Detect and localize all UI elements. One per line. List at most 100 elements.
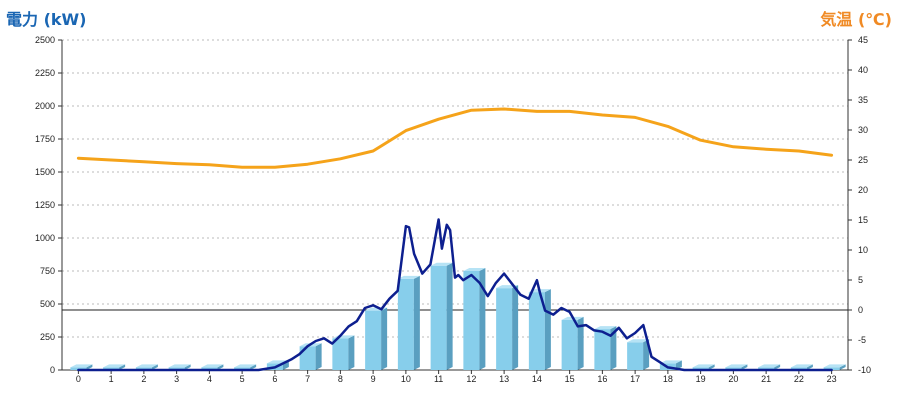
bar-top	[594, 326, 617, 330]
x-tick-label: 11	[434, 374, 443, 384]
bar-top	[725, 364, 748, 368]
y2-tick-label: -5	[858, 335, 866, 345]
y-tick-label: 2500	[35, 35, 55, 45]
y-tick-label: 2250	[35, 68, 55, 78]
bar	[496, 288, 513, 370]
bar	[430, 265, 447, 370]
x-tick-label: 9	[371, 374, 376, 384]
bar-side	[643, 339, 650, 370]
right-axis-unit-label: 気温 (℃)	[820, 10, 892, 29]
y-tick-label: 1000	[35, 233, 55, 243]
bar	[561, 319, 578, 370]
bar	[594, 329, 611, 370]
y2-tick-label: 15	[858, 215, 868, 225]
temperature-series-line	[76, 107, 834, 169]
bar-side	[610, 326, 617, 370]
x-tick-label: 22	[794, 374, 804, 384]
bar-top	[135, 364, 158, 368]
bar-side	[544, 289, 551, 370]
x-tick-label: 18	[663, 374, 673, 384]
bar-top	[627, 339, 650, 343]
bar-top	[659, 360, 682, 364]
left-axis-unit-label: 電力 (kW)	[6, 10, 87, 29]
bar-side	[250, 364, 257, 370]
x-tick-label: 1	[109, 374, 114, 384]
bar-side	[577, 316, 584, 370]
bar	[823, 367, 840, 370]
bar-side	[839, 364, 846, 370]
bar-top	[103, 364, 126, 368]
bar-side	[708, 364, 715, 370]
x-tick-label: 23	[827, 374, 837, 384]
bar	[103, 367, 120, 370]
bar-side	[774, 364, 781, 370]
bar	[70, 367, 87, 370]
bar-top	[758, 364, 781, 368]
bar	[528, 292, 545, 370]
y2-tick-label: 35	[858, 95, 868, 105]
bar	[365, 310, 382, 370]
bar	[168, 367, 185, 370]
x-tick-label: 13	[499, 374, 509, 384]
bar	[790, 367, 807, 370]
y2-tick-label: -10	[858, 365, 871, 375]
x-tick-label: 21	[761, 374, 771, 384]
x-tick-label: 8	[338, 374, 343, 384]
bar-top	[430, 262, 453, 266]
bar-side	[381, 307, 388, 370]
y-tick-label: 500	[40, 299, 55, 309]
bar	[692, 367, 709, 370]
bar-top	[463, 268, 486, 271]
x-tick-label: 10	[401, 374, 411, 384]
bar-side	[348, 335, 355, 370]
bar-side	[86, 364, 93, 370]
x-tick-label: 6	[272, 374, 277, 384]
y2-tick-label: 0	[858, 305, 863, 315]
power-series-line	[77, 218, 833, 372]
bar-top	[692, 364, 715, 368]
bar-side	[217, 364, 224, 370]
bar-top	[70, 364, 93, 368]
x-tick-label: 5	[240, 374, 245, 384]
bar-side	[119, 364, 126, 370]
y2-tick-label: 45	[858, 35, 868, 45]
y2-tick-label: 30	[858, 125, 868, 135]
x-tick-label: 20	[728, 374, 738, 384]
bar	[463, 271, 480, 370]
bar	[332, 338, 349, 370]
bar-side	[315, 343, 322, 370]
bar-side	[741, 364, 748, 370]
bar-side	[512, 285, 519, 370]
bar-top	[201, 364, 224, 368]
bar	[397, 278, 414, 370]
bar-side	[675, 360, 682, 370]
x-tick-label: 0	[76, 374, 81, 384]
y-tick-label: 250	[40, 332, 55, 342]
x-tick-label: 14	[532, 374, 542, 384]
bar-top	[168, 364, 191, 368]
bar-side	[446, 262, 453, 370]
bar	[725, 367, 742, 370]
bar-side	[413, 275, 420, 370]
bar	[234, 367, 251, 370]
bar-side	[151, 364, 158, 370]
x-tick-label: 19	[696, 374, 706, 384]
bar	[135, 367, 152, 370]
y2-tick-label: 40	[858, 65, 868, 75]
bar-side	[184, 364, 191, 370]
bar-top	[234, 364, 257, 368]
bar-top	[397, 275, 420, 279]
bar	[758, 367, 775, 370]
y-tick-label: 1750	[35, 134, 55, 144]
x-tick-label: 4	[207, 374, 212, 384]
x-tick-label: 2	[141, 374, 146, 384]
x-tick-label: 17	[630, 374, 640, 384]
bar	[201, 367, 218, 370]
y2-tick-label: 25	[858, 155, 868, 165]
bar-top	[823, 364, 846, 368]
x-tick-label: 16	[597, 374, 607, 384]
y-tick-label: 0	[50, 365, 55, 375]
x-tick-label: 3	[174, 374, 179, 384]
y2-tick-label: 20	[858, 185, 868, 195]
